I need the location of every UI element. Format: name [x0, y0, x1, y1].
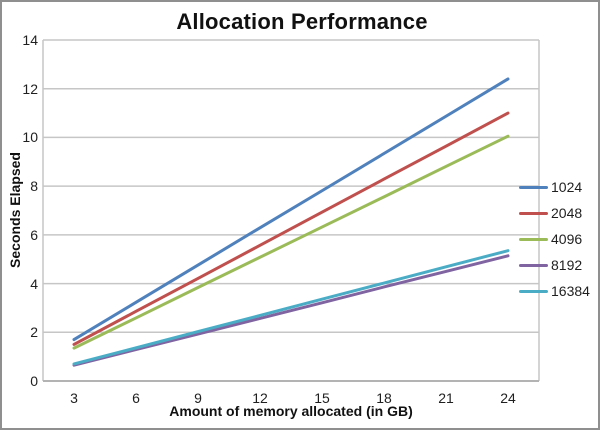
series-line-2048	[72, 111, 510, 346]
x-tick-label: 24	[500, 390, 516, 406]
x-axis-title: Amount of memory allocated (in GB)	[169, 403, 413, 419]
y-tick-label: 0	[30, 373, 38, 389]
legend-label: 2048	[551, 205, 583, 221]
x-tick-label: 12	[252, 390, 268, 406]
y-tick-label: 6	[30, 227, 38, 243]
x-tick-label: 9	[194, 390, 202, 406]
legend-line-swatch	[519, 211, 548, 215]
legend-item: 16384	[519, 282, 590, 300]
x-tick-label: 18	[376, 390, 392, 406]
x-tick-label: 6	[132, 390, 140, 406]
legend-item: 8192	[519, 256, 582, 274]
legend-label: 1024	[551, 179, 583, 195]
y-tick-label: 10	[22, 129, 38, 145]
series-line-16384	[72, 249, 510, 366]
legend-line-swatch	[519, 289, 548, 293]
x-tick-label: 3	[70, 390, 78, 406]
chart-title: Allocation Performance	[176, 9, 428, 34]
series-line-4096	[72, 134, 510, 350]
legend-item: 1024	[519, 178, 582, 196]
legend-item: 2048	[519, 204, 582, 222]
y-tick-label: 12	[22, 81, 38, 97]
x-tick-label: 15	[314, 390, 330, 406]
y-tick-label: 4	[30, 276, 38, 292]
legend-line-swatch	[519, 237, 548, 241]
y-tick-label: 8	[30, 178, 38, 194]
series-line-8192	[72, 254, 510, 367]
y-tick-label: 14	[22, 32, 38, 48]
legend-label: 16384	[551, 283, 590, 299]
x-tick-label: 21	[438, 390, 454, 406]
legend-line-swatch	[519, 185, 548, 189]
legend-item: 4096	[519, 230, 582, 248]
y-tick-label: 2	[30, 324, 38, 340]
series-line-1024	[72, 77, 510, 342]
legend-label: 8192	[551, 257, 583, 273]
legend-label: 4096	[551, 231, 583, 247]
legend-line-swatch	[519, 263, 548, 267]
